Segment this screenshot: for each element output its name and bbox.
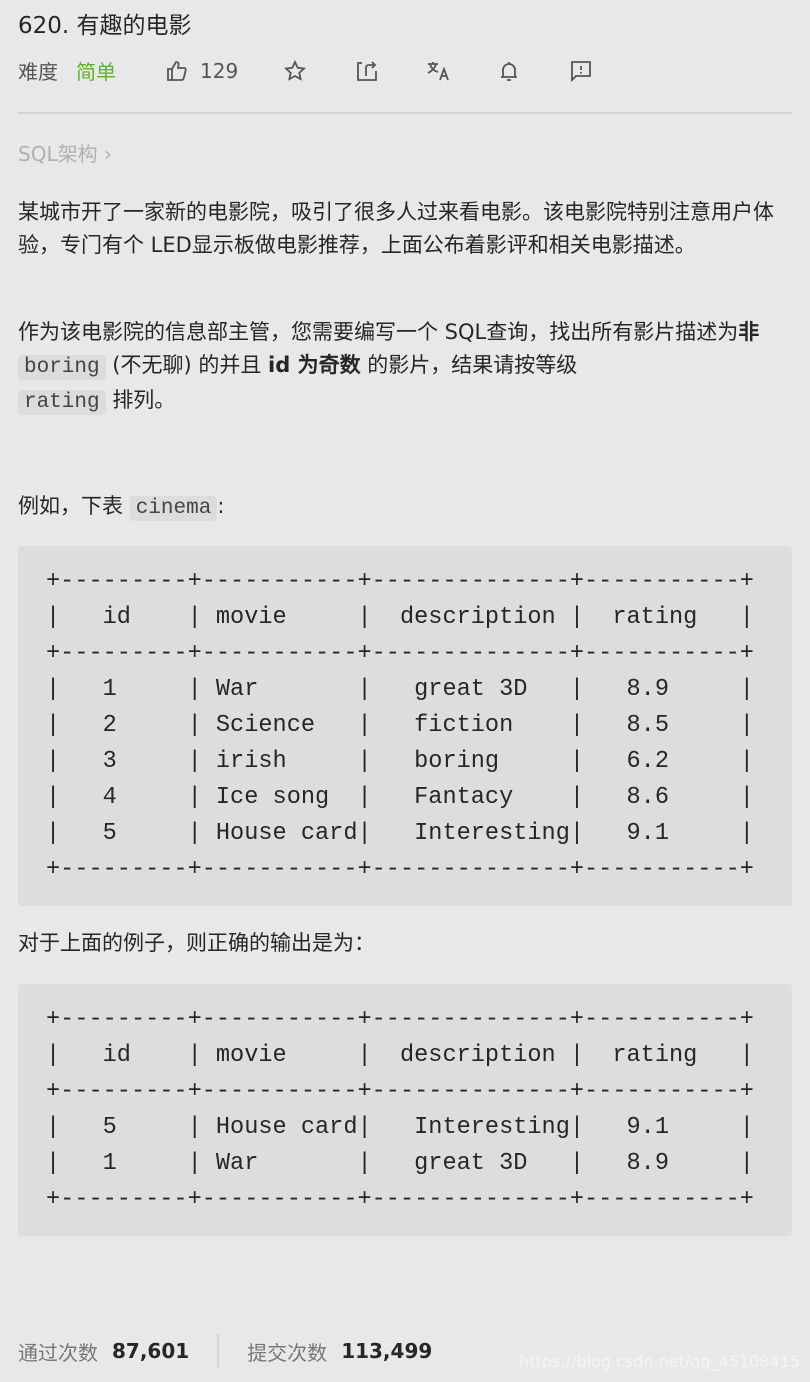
text: 作为该电影院的信息部主管，您需要编写一个 SQL查询，找出所有影片描述为 bbox=[18, 320, 739, 344]
accepted-label: 通过次数 bbox=[18, 1340, 98, 1365]
problem-title: 620. 有趣的电影 bbox=[18, 13, 192, 39]
submitted-label: 提交次数 bbox=[247, 1340, 328, 1365]
text: : bbox=[217, 494, 225, 518]
star-icon[interactable] bbox=[282, 58, 308, 84]
thumbs-up-icon[interactable] bbox=[164, 58, 190, 84]
table-line: | 1 | War | great 3D | 8.9 | bbox=[46, 676, 754, 703]
table-line: | 2 | Science | fiction | 8.5 | bbox=[46, 712, 754, 739]
text-bold: id 为奇数 bbox=[268, 353, 361, 377]
table-line: | id | movie | description | rating | bbox=[46, 604, 754, 631]
difficulty-badge: 简单 bbox=[76, 60, 116, 84]
table-line: +---------+-----------+--------------+--… bbox=[46, 1078, 754, 1105]
problem-meta: 难度 简单 129 bbox=[18, 56, 594, 85]
difficulty-label: 难度 bbox=[18, 60, 58, 84]
divider bbox=[217, 1334, 220, 1368]
breadcrumb[interactable]: SQL架构 › bbox=[18, 142, 112, 166]
text: 的影片，结果请按等级 bbox=[360, 353, 578, 377]
text-bold: 非 bbox=[738, 320, 760, 344]
text: (不无聊) 的并且 bbox=[105, 353, 269, 377]
table-line: +---------+-----------+--------------+--… bbox=[46, 856, 754, 883]
inline-code: rating bbox=[18, 390, 106, 415]
feedback-icon[interactable] bbox=[568, 58, 594, 84]
table-line: | 5 | House card| Interesting| 9.1 | bbox=[46, 1114, 754, 1141]
output-paragraph: 对于上面的例子，则正确的输出是为： bbox=[18, 931, 375, 955]
like-count: 129 bbox=[200, 58, 239, 83]
table-line: | 1 | War | great 3D | 8.9 | bbox=[46, 1150, 754, 1177]
table-line: +---------+-----------+--------------+--… bbox=[46, 640, 754, 667]
stats-bar: 通过次数 87,601 提交次数 113,499 bbox=[18, 1334, 432, 1368]
table-line: +---------+-----------+--------------+--… bbox=[46, 1006, 754, 1033]
bell-icon[interactable] bbox=[496, 58, 522, 84]
description-paragraph: 某城市开了一家新的电影院，吸引了很多人过来看电影。该电影院特别注意用户体验，专门… bbox=[18, 200, 774, 257]
accepted-count: 87,601 bbox=[112, 1339, 190, 1363]
share-icon[interactable] bbox=[354, 58, 380, 84]
translate-icon[interactable] bbox=[426, 58, 452, 84]
divider bbox=[18, 112, 792, 114]
text: 排列。 bbox=[112, 388, 176, 412]
table-line: | 3 | irish | boring | 6.2 | bbox=[46, 748, 754, 775]
input-table-block: +---------+-----------+--------------+--… bbox=[18, 546, 792, 906]
watermark: https://blog.csdn.net/qq_45108415 bbox=[519, 1352, 800, 1371]
inline-code: boring bbox=[18, 355, 106, 380]
table-line: | 5 | House card| Interesting| 9.1 | bbox=[46, 820, 754, 847]
example-paragraph: 例如，下表 cinema: bbox=[18, 490, 780, 525]
text: 例如，下表 bbox=[18, 494, 130, 518]
table-line: +---------+-----------+--------------+--… bbox=[46, 568, 754, 595]
task-paragraph: 作为该电影院的信息部主管，您需要编写一个 SQL查询，找出所有影片描述为非 bo… bbox=[18, 316, 780, 419]
table-line: | id | movie | description | rating | bbox=[46, 1042, 754, 1069]
table-line: +---------+-----------+--------------+--… bbox=[46, 1186, 754, 1213]
submitted-count: 113,499 bbox=[341, 1339, 433, 1363]
output-table-block: +---------+-----------+--------------+--… bbox=[18, 984, 792, 1236]
inline-code: cinema bbox=[129, 496, 218, 521]
table-line: | 4 | Ice song | Fantacy | 8.6 | bbox=[46, 784, 754, 811]
